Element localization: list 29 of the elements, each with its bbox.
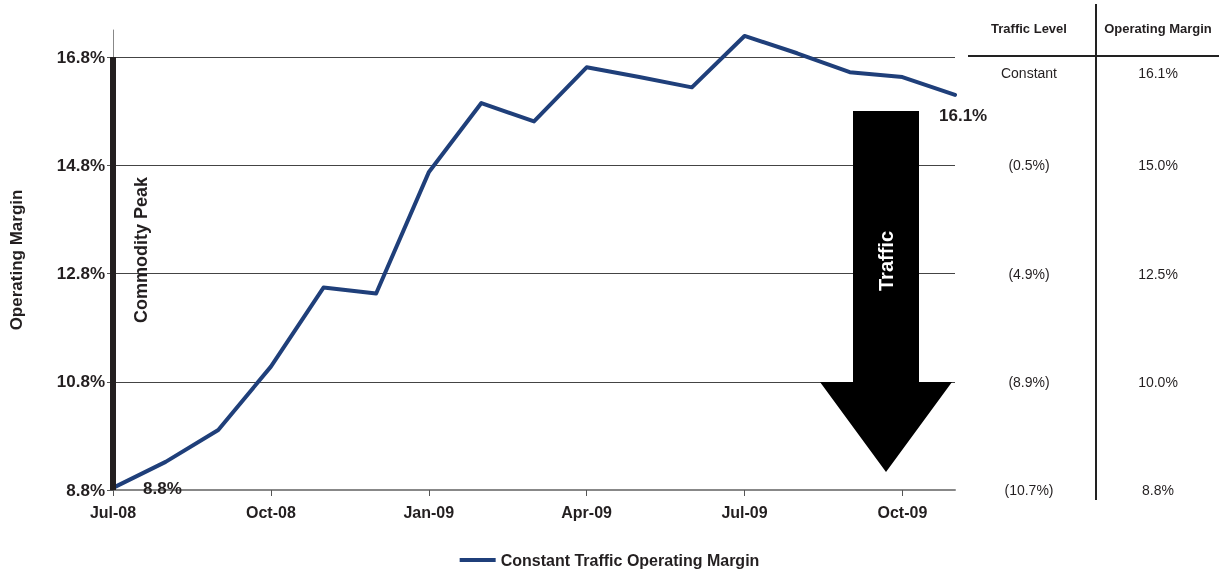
text: 10.0% bbox=[1137, 373, 1179, 390]
x-tick-label: Jul-09 bbox=[721, 503, 768, 521]
ref-line-label: Commodity Peak bbox=[130, 176, 152, 324]
legend-label: Constant Traffic Operating Margin bbox=[500, 551, 760, 569]
y-tick-label: 8.8% bbox=[66, 480, 105, 500]
text: 12.5% bbox=[1137, 265, 1179, 282]
x-tick-label: Jul-08 bbox=[89, 503, 137, 521]
y-tick-label: 14.8% bbox=[56, 155, 105, 175]
text: Traffic Level bbox=[990, 20, 1068, 36]
text: (4.9%) bbox=[1007, 265, 1051, 282]
y-tick-label: 16.8% bbox=[56, 47, 105, 67]
x-tick-label: Apr-09 bbox=[561, 503, 613, 521]
x-tick-label: Jan-09 bbox=[403, 503, 455, 521]
y-tick-label: 10.8% bbox=[56, 372, 105, 392]
y-tick-label: 12.8% bbox=[56, 264, 105, 284]
text: (10.7%) bbox=[1003, 482, 1055, 498]
text: 16.1% bbox=[1137, 65, 1179, 82]
text: (0.5%) bbox=[1007, 157, 1051, 174]
y-axis-title: Operating Margin bbox=[7, 189, 26, 331]
text: Constant bbox=[999, 65, 1058, 82]
text: Operating Margin bbox=[1103, 20, 1213, 36]
text: 8.8% bbox=[1141, 482, 1175, 498]
data-label: 8.8% bbox=[143, 478, 182, 498]
x-tick-label: Oct-09 bbox=[877, 503, 928, 521]
text: 15.0% bbox=[1137, 157, 1179, 174]
data-label: 16.1% bbox=[939, 105, 988, 125]
annotation: Traffic bbox=[874, 230, 898, 292]
x-tick-label: Oct-08 bbox=[245, 503, 296, 521]
text: (8.9%) bbox=[1007, 373, 1051, 390]
